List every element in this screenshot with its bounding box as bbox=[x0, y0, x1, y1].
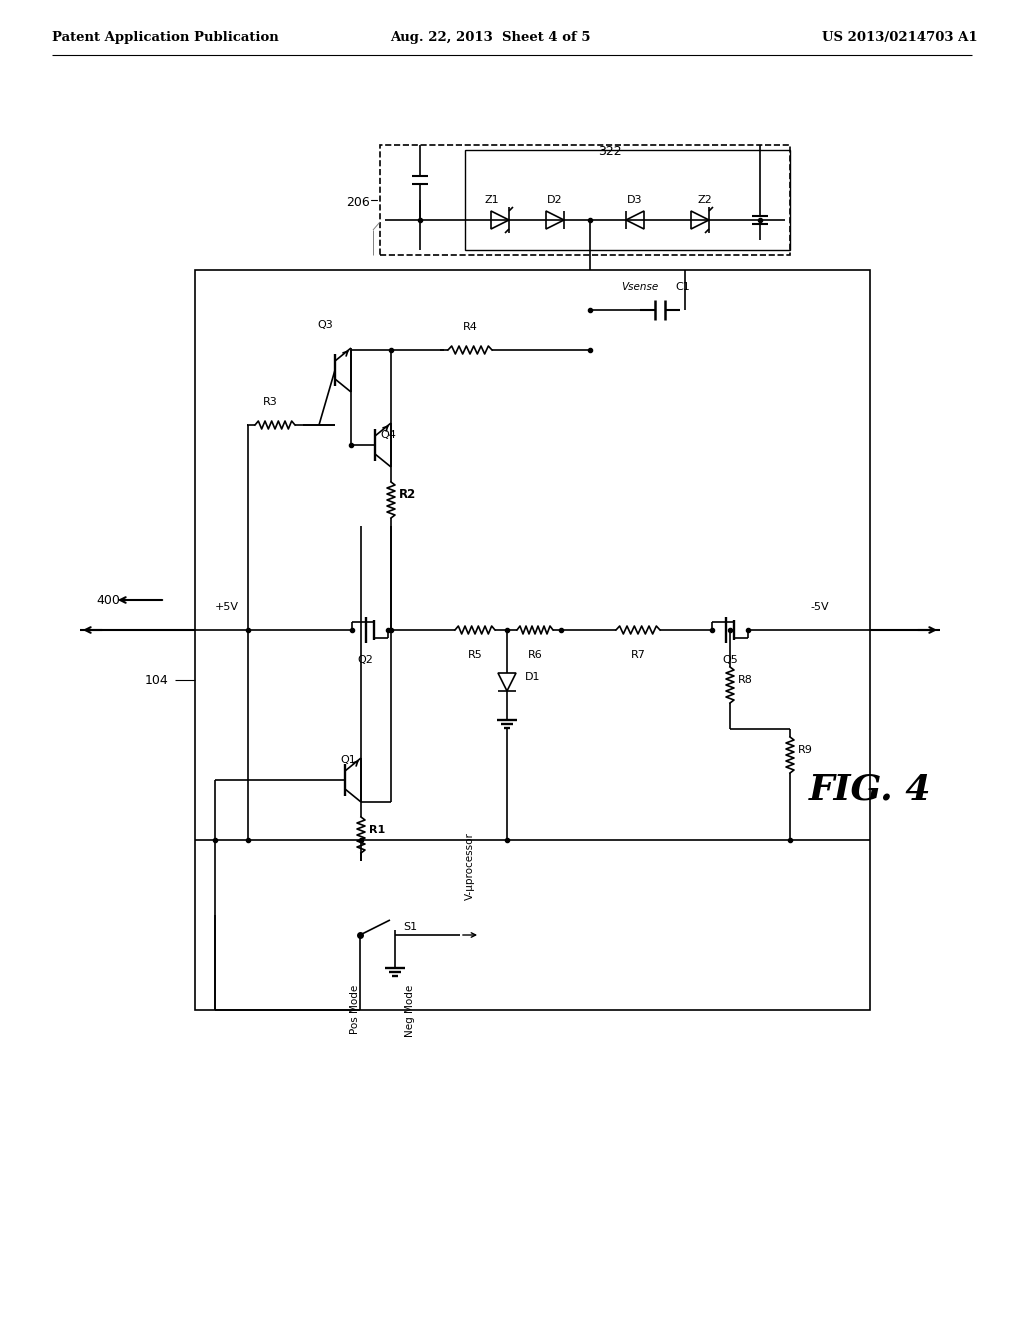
Text: Neg Mode: Neg Mode bbox=[406, 985, 415, 1038]
Text: R3: R3 bbox=[262, 397, 278, 407]
Text: -5V: -5V bbox=[810, 602, 828, 612]
Text: FIG. 4: FIG. 4 bbox=[809, 774, 931, 807]
Text: Q3: Q3 bbox=[317, 319, 333, 330]
Text: V-μprocessor: V-μprocessor bbox=[465, 832, 475, 900]
Bar bbox=[195, 271, 870, 1010]
Text: 206: 206 bbox=[346, 195, 370, 209]
Text: 322: 322 bbox=[598, 145, 622, 158]
Text: D1: D1 bbox=[525, 672, 541, 682]
Text: +5V: +5V bbox=[215, 602, 239, 612]
Text: C1: C1 bbox=[675, 282, 690, 292]
Text: Q5: Q5 bbox=[722, 655, 738, 665]
Text: Q2: Q2 bbox=[357, 655, 373, 665]
Bar bbox=[380, 145, 790, 255]
Text: R4: R4 bbox=[463, 322, 477, 333]
Text: R8: R8 bbox=[738, 675, 753, 685]
Text: D2: D2 bbox=[547, 195, 563, 205]
Text: US 2013/0214703 A1: US 2013/0214703 A1 bbox=[822, 30, 978, 44]
Text: Vsense: Vsense bbox=[622, 282, 658, 292]
Text: S1: S1 bbox=[403, 921, 417, 932]
Text: Z2: Z2 bbox=[697, 195, 713, 205]
Text: R7: R7 bbox=[631, 649, 645, 660]
Text: Patent Application Publication: Patent Application Publication bbox=[52, 30, 279, 44]
Bar bbox=[465, 150, 790, 249]
Text: 104: 104 bbox=[144, 673, 168, 686]
Text: D3: D3 bbox=[628, 195, 643, 205]
Text: R5: R5 bbox=[468, 649, 482, 660]
Text: Q1: Q1 bbox=[340, 755, 355, 766]
Text: Pos Mode: Pos Mode bbox=[350, 985, 360, 1035]
Text: Z1: Z1 bbox=[484, 195, 500, 205]
Text: Aug. 22, 2013  Sheet 4 of 5: Aug. 22, 2013 Sheet 4 of 5 bbox=[390, 30, 590, 44]
Text: Q4: Q4 bbox=[380, 430, 396, 440]
Text: R1: R1 bbox=[369, 825, 385, 836]
Text: R9: R9 bbox=[798, 744, 813, 755]
Text: 400: 400 bbox=[96, 594, 120, 606]
Text: R6: R6 bbox=[527, 649, 543, 660]
Text: R2: R2 bbox=[399, 488, 416, 502]
